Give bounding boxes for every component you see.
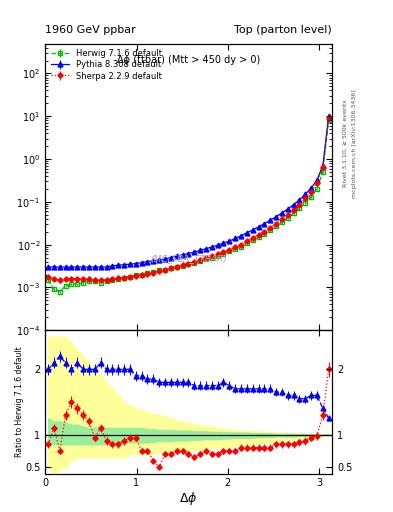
Text: mcplots.cern.ch [arXiv:1306.3436]: mcplots.cern.ch [arXiv:1306.3436]	[352, 89, 357, 198]
Text: 1960 GeV ppbar: 1960 GeV ppbar	[45, 25, 136, 35]
Y-axis label: Ratio to Herwig 7.1.6 default: Ratio to Herwig 7.1.6 default	[15, 347, 24, 457]
Text: Top (parton level): Top (parton level)	[234, 25, 332, 35]
Text: Δϕ (t̅tbar) (Mtt > 450 dy > 0): Δϕ (t̅tbar) (Mtt > 450 dy > 0)	[117, 55, 260, 65]
Text: Rivet 3.1.10, ≥ 500k events: Rivet 3.1.10, ≥ 500k events	[343, 99, 348, 187]
Text: (MC_FBA_TTBAR): (MC_FBA_TTBAR)	[150, 254, 227, 263]
Legend: Herwig 7.1.6 default, Pythia 8.308 default, Sherpa 2.2.9 default: Herwig 7.1.6 default, Pythia 8.308 defau…	[50, 48, 164, 82]
Text: $\Delta\phi$: $\Delta\phi$	[180, 490, 198, 507]
